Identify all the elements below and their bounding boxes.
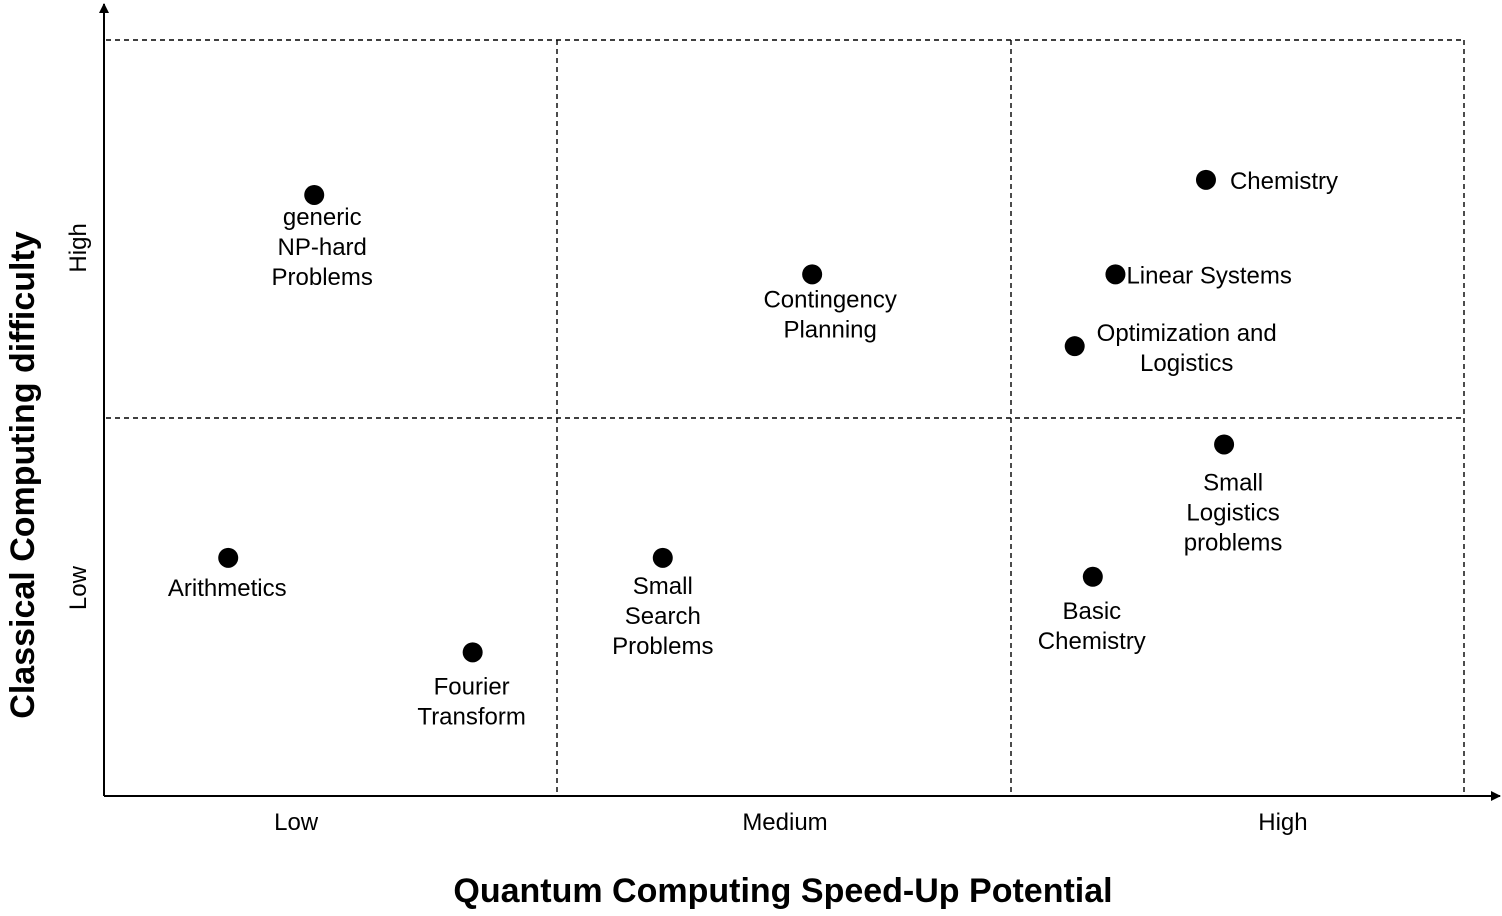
point-label-basic-chemistry: Basic Chemistry <box>1038 598 1146 655</box>
point-label-arithmetics: Arithmetics <box>168 575 287 602</box>
point-small-search-problems <box>652 547 673 568</box>
y-tick-labels: Low High <box>65 223 92 610</box>
x-tick-label: Low <box>274 809 319 836</box>
point-small-logistics-problems <box>1214 434 1235 455</box>
point-optimization-and-logistics <box>1064 336 1085 357</box>
point-label-fourier-transform: Fourier Transform <box>417 673 525 730</box>
point-chemistry <box>1195 169 1216 190</box>
point-label-optimization-and-logistics: Optimization and Logistics <box>1097 320 1277 377</box>
point-label-generic-np-hard-problems: generic NP-hard Problems <box>272 204 373 291</box>
point-generic-np-hard-problems <box>304 184 325 205</box>
x-tick-label: Medium <box>742 809 827 836</box>
point-label-linear-systems: Linear Systems <box>1126 262 1291 289</box>
x-tick-labels: Low Medium High <box>274 809 1308 836</box>
y-tick-label: Low <box>65 565 92 610</box>
y-tick-label: High <box>65 223 92 272</box>
point-label-small-logistics-problems: Small Logistics problems <box>1184 469 1283 556</box>
point-contingency-planning <box>802 264 823 285</box>
point-linear-systems <box>1105 264 1126 285</box>
x-tick-label: High <box>1258 809 1307 836</box>
point-label-chemistry: Chemistry <box>1230 168 1338 195</box>
point-basic-chemistry <box>1082 566 1103 587</box>
point-label-contingency-planning: Contingency Planning <box>763 286 896 343</box>
point-fourier-transform <box>462 642 483 663</box>
grid <box>106 39 1465 796</box>
x-axis-title: Quantum Computing Speed-Up Potential <box>453 872 1112 910</box>
point-label-small-search-problems: Small Search Problems <box>612 573 713 660</box>
data-points: generic NP-hard Problems Contingency Plannin… <box>168 168 1338 730</box>
y-axis-title: Classical Computing difficulty <box>4 231 42 718</box>
point-arithmetics <box>218 547 239 568</box>
